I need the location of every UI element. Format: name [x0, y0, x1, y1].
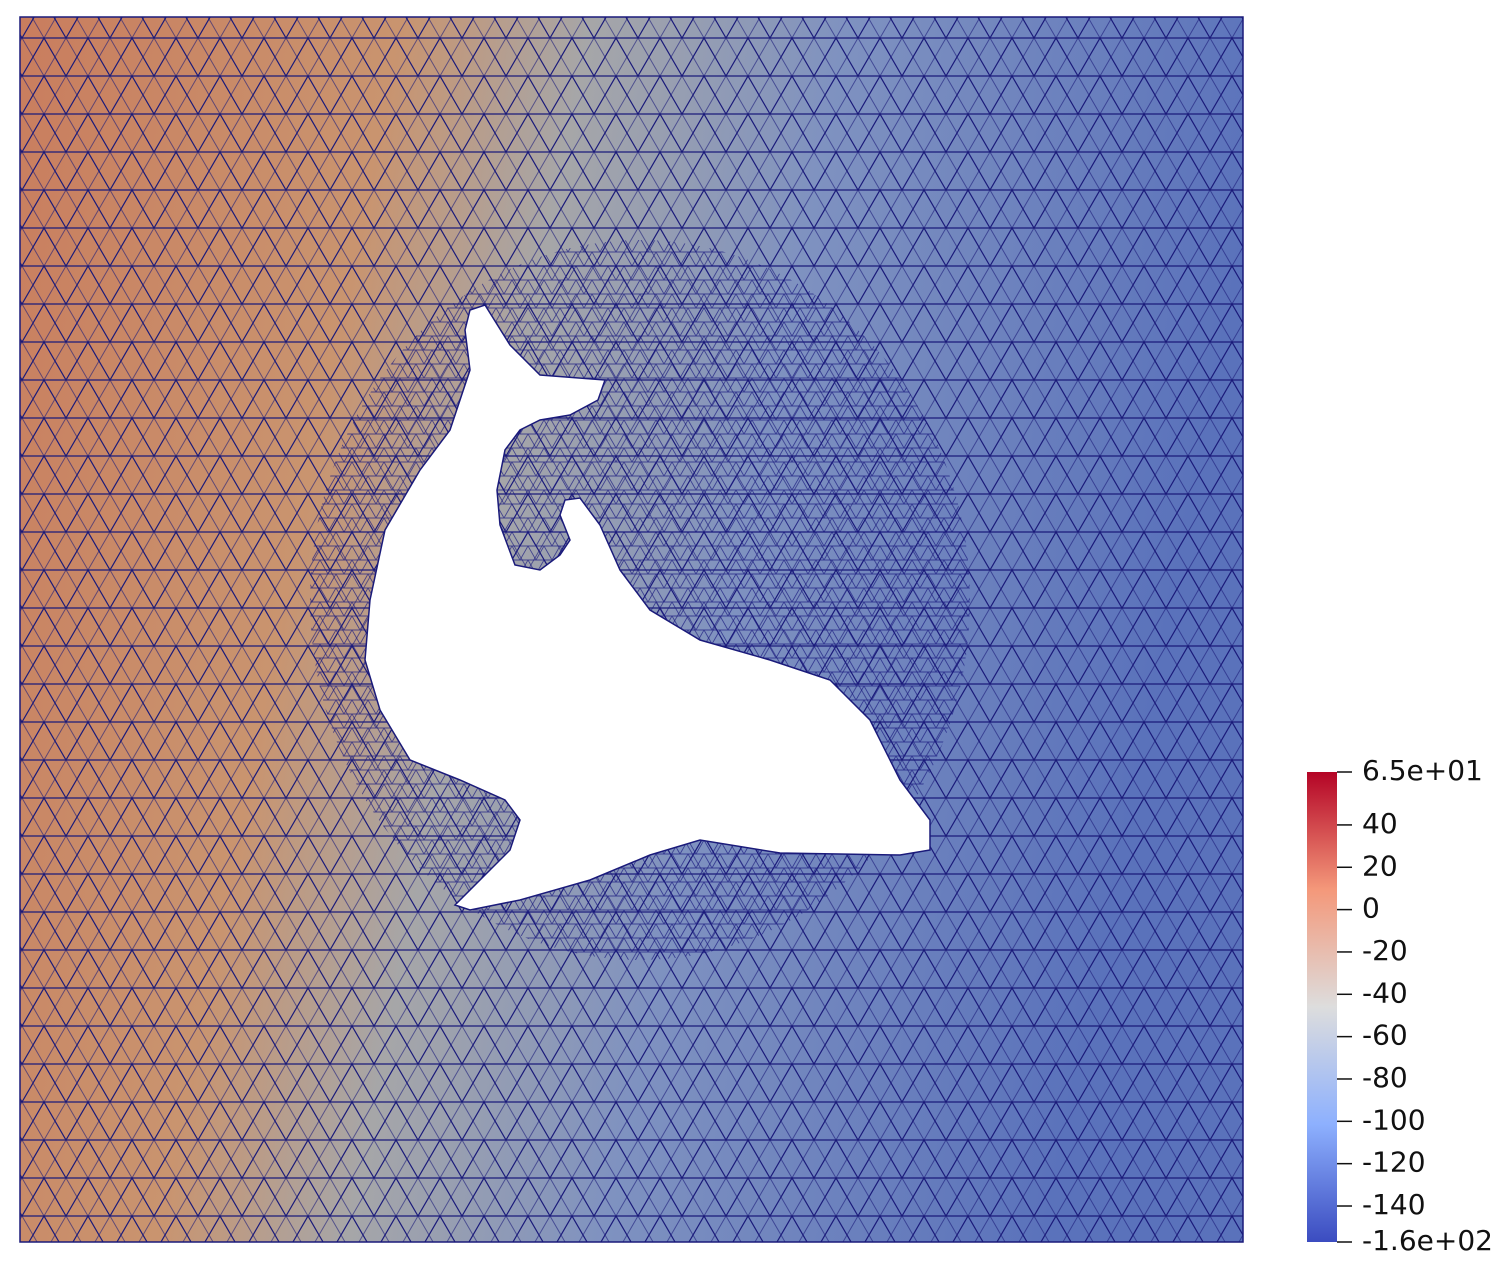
colorbar-tick-label: -40: [1362, 976, 1408, 1009]
mesh-field: [19, 16, 1244, 1243]
colorbar-tick-label: -60: [1362, 1019, 1408, 1052]
colorbar-tick-label: 0: [1362, 892, 1380, 925]
dolphin-hole: [364, 304, 931, 911]
colorbar-tick-label: -1.6e+02: [1362, 1224, 1493, 1257]
colorbar-tick-label: 40: [1362, 807, 1398, 840]
colorbar-tick-label: -100: [1362, 1103, 1426, 1136]
colorbar-tick-label: -140: [1362, 1188, 1426, 1221]
colorbar-tick-label: -20: [1362, 934, 1408, 967]
colorbar-tick-label: 6.5e+01: [1362, 754, 1483, 787]
colorbar-tick-label: 20: [1362, 849, 1398, 882]
colorbar: [1307, 772, 1337, 1242]
colorbar-tick-label: -120: [1362, 1146, 1426, 1179]
colorbar-tick-label: -80: [1362, 1061, 1408, 1094]
